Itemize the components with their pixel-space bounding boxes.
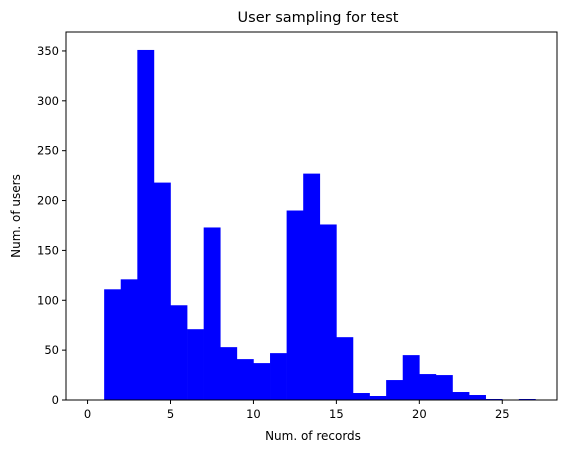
histogram-bar [352, 393, 370, 400]
y-tick-label: 150 [37, 243, 59, 257]
histogram-bar [170, 305, 188, 400]
histogram-bar [203, 227, 221, 400]
histogram-bar [286, 210, 304, 400]
y-tick-label: 200 [37, 194, 59, 208]
histogram-bar [153, 182, 171, 400]
x-tick-label: 15 [329, 407, 344, 421]
y-axis-ticks: 0 50 100 150 200 250 300 350 [37, 44, 66, 407]
x-tick-label: 0 [84, 407, 91, 421]
y-tick-label: 100 [37, 293, 59, 307]
histogram-bar [452, 392, 470, 400]
chart-title: User sampling for test [238, 10, 399, 26]
y-tick-label: 250 [37, 144, 59, 158]
bars-group [104, 49, 536, 400]
histogram-bar [386, 380, 404, 400]
histogram-bar [236, 359, 254, 400]
histogram-bar [137, 49, 155, 400]
x-tick-label: 5 [167, 407, 174, 421]
histogram-bar [187, 329, 204, 400]
y-tick-label: 0 [52, 393, 59, 407]
histogram-bar [469, 395, 486, 400]
x-axis-ticks: 0 5 10 15 20 25 [84, 400, 510, 421]
histogram-bar [419, 374, 437, 400]
x-tick-label: 20 [412, 407, 427, 421]
y-axis-label: Num. of users [9, 174, 23, 258]
x-axis-label: Num. of records [265, 429, 361, 443]
histogram-bar [336, 337, 354, 400]
x-tick-label: 25 [495, 407, 510, 421]
histogram-bar [270, 353, 287, 400]
y-tick-label: 50 [44, 343, 59, 357]
histogram-bar [435, 375, 453, 400]
histogram-bar [253, 363, 271, 400]
histogram-bar [402, 355, 420, 400]
histogram-bar [303, 173, 321, 400]
y-tick-label: 350 [37, 44, 59, 58]
histogram-bar [120, 279, 138, 400]
histogram-bar [369, 396, 387, 400]
histogram-bar [319, 224, 337, 400]
histogram-bar [220, 347, 238, 400]
x-tick-label: 10 [246, 407, 261, 421]
plot-frame [65, 31, 558, 401]
histogram-bar [104, 289, 122, 400]
y-tick-label: 300 [37, 94, 59, 108]
